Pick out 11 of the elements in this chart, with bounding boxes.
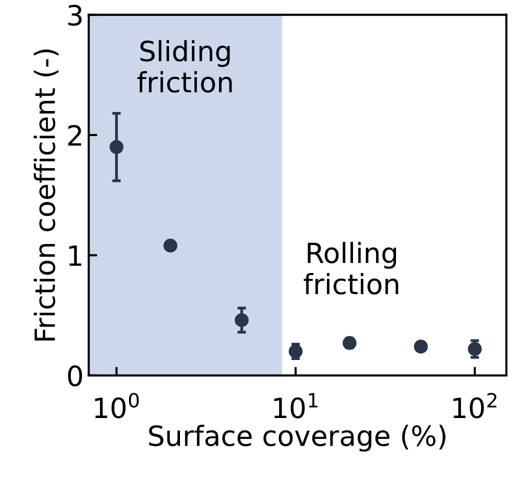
y-tick-label: 1 <box>69 246 82 266</box>
band-label: Sliding friction <box>137 40 232 93</box>
x-tick-label: 10$^{0}$ <box>95 392 139 418</box>
x-tick-label: 10$^{2}$ <box>453 392 496 418</box>
y-tick-label: 2 <box>68 124 82 146</box>
y-axis-title: Friction coefficient (-) <box>34 49 59 340</box>
y-tick-label: 0 <box>68 365 82 386</box>
y-tick-label: 3 <box>68 4 82 26</box>
x-axis-title: Surface coverage (%) <box>149 424 446 452</box>
annotation: Rolling friction <box>304 242 398 294</box>
x-tick-label: 10$^{1}$ <box>274 393 318 418</box>
